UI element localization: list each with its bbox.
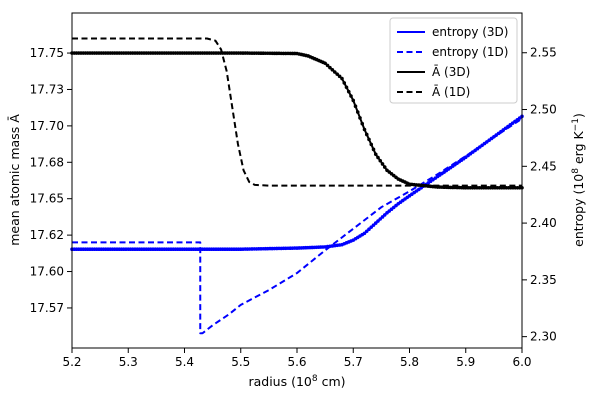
right-y-tick-label: 2.30 (530, 330, 557, 344)
series-2-point (323, 61, 327, 66)
right-y-tick-label: 2.40 (530, 216, 557, 230)
series-2-point (358, 116, 362, 120)
series-2-point (362, 127, 367, 132)
series-2-point (376, 155, 380, 160)
left-y-tick-label: 17.70 (30, 119, 64, 133)
series-2-point (382, 165, 387, 169)
series-2-point (346, 89, 351, 94)
series-2-point (337, 74, 342, 79)
right-y-axis-label: entropy (108 erg K−1) (571, 113, 586, 247)
series-2-point (380, 162, 385, 166)
x-tick-label: 5.6 (287, 355, 306, 369)
right-y-tick-label: 2.50 (530, 103, 557, 117)
legend-box (389, 17, 518, 104)
legend-label: Ā (1D) (432, 85, 470, 99)
series-line-0 (72, 115, 523, 251)
series-2-point (373, 152, 378, 157)
x-tick-label: 5.4 (175, 355, 194, 369)
right-y-tick-label: 2.45 (530, 159, 557, 173)
legend-label: entropy (1D) (432, 45, 508, 59)
legend: entropy (3D) entropy (1D) Ā (3D) Ā (1D) (389, 17, 518, 104)
series-2-point (369, 142, 374, 147)
left-y-tick-label: 17.62 (30, 228, 64, 242)
series-2-point (351, 98, 356, 103)
left-y-tick-label: 17.73 (30, 82, 64, 96)
series-2-point (344, 85, 349, 90)
series-2-point (325, 63, 330, 68)
left-y-axis-label: mean atomic mass Ā (7, 114, 22, 246)
series-2-point (335, 72, 339, 76)
series-2-point (378, 158, 383, 163)
series-2-point (349, 94, 353, 98)
series-2-point (360, 121, 365, 126)
legend-items: entropy (3D) entropy (1D) Ā (3D) Ā (1D) (397, 25, 508, 99)
x-tick-label: 6.0 (512, 355, 531, 369)
x-tick-label: 5.9 (456, 355, 475, 369)
series-2-point (342, 81, 347, 85)
series-layer (70, 37, 524, 335)
series-2-point (367, 137, 371, 142)
x-tick-label: 5.8 (400, 355, 419, 369)
plot-frame (71, 12, 523, 349)
legend-label: Ā (3D) (432, 65, 470, 79)
series-2-point (364, 132, 369, 137)
series-2-point (371, 147, 376, 152)
series-2-point (330, 68, 335, 72)
right-y-tick-label: 2.35 (530, 273, 557, 287)
left-y-tick-label: 17.57 (30, 301, 64, 315)
left-y-tick-label: 17.68 (30, 155, 64, 169)
series-2-point (328, 65, 332, 70)
left-y-tick-label: 17.65 (30, 192, 64, 206)
right-y-tick-label: 2.55 (530, 46, 557, 60)
series-2-point (355, 110, 360, 114)
series-line-3 (72, 37, 522, 187)
x-tick-label: 5.5 (231, 355, 250, 369)
series-2-point (332, 70, 337, 74)
series-line-1 (72, 117, 523, 335)
series-2-point (353, 104, 358, 109)
x-tick-label: 5.3 (119, 355, 138, 369)
x-tick-label: 5.7 (344, 355, 363, 369)
series-2-point (340, 76, 344, 81)
legend-label: entropy (3D) (432, 25, 508, 39)
x-axis-label: radius (108 cm) (248, 374, 345, 389)
left-y-tick-label: 17.75 (30, 46, 64, 60)
left-y-tick-label: 17.60 (30, 265, 64, 279)
ticks-layer: 5.2 5.3 5.4 5.5 5.6 5.7 5.8 5.9 6.0 17.75 17.73 17.… (30, 46, 557, 369)
x-tick-label: 5.2 (62, 355, 81, 369)
